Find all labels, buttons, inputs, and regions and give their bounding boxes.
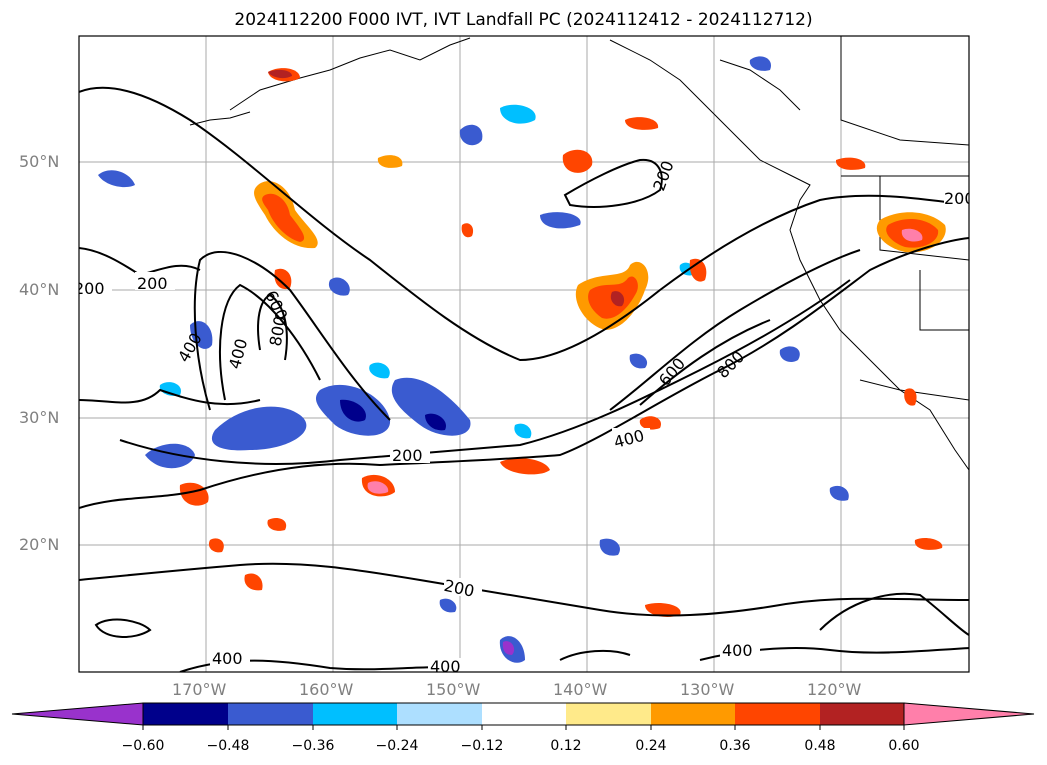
- colorbar: [11, 702, 1035, 730]
- map-title: 2024112200 F000 IVT, IVT Landfall PC (20…: [234, 10, 813, 30]
- contour-label-200: 200: [392, 446, 423, 465]
- light-negative-patches: [159, 104, 695, 439]
- contour-label-200: 200: [74, 279, 105, 298]
- gridlines: [79, 36, 969, 672]
- contour-label-600: 600: [655, 354, 689, 390]
- contour-label-400: 400: [430, 657, 461, 676]
- ivt-contours: [79, 86, 969, 672]
- lon-label-170w: 170°W: [172, 680, 227, 699]
- contour-label-400: 400: [212, 649, 243, 668]
- contour-label-200: 200: [137, 274, 168, 293]
- lat-label-30n: 30°N: [19, 408, 60, 427]
- colorbar-tick-label: 0.24: [635, 738, 667, 754]
- contour-label-800: 800: [713, 347, 748, 382]
- positive-anomaly-patches: [179, 68, 946, 617]
- colorbar-tick-label: 0.36: [719, 738, 751, 754]
- lon-label-160w: 160°W: [299, 680, 354, 699]
- colorbar-extend-high: [903, 702, 1035, 726]
- lon-label-140w: 140°W: [553, 680, 608, 699]
- lon-label-130w: 130°W: [680, 680, 735, 699]
- lat-label-20n: 20°N: [19, 535, 60, 554]
- lat-label-40n: 40°N: [19, 280, 60, 299]
- contour-label-400: 400: [225, 337, 251, 371]
- colorbar-tick-label: 0.48: [804, 738, 836, 754]
- map-frame: [78, 35, 970, 673]
- colorbar-tick-label: −0.24: [375, 738, 419, 754]
- colorbar-tick-label: −0.60: [121, 738, 165, 754]
- colorbar-tick-label: −0.48: [206, 738, 250, 754]
- colorbar-tick-label: −0.36: [291, 738, 335, 754]
- colorbar-tick-label: 0.60: [888, 738, 920, 754]
- lon-label-120w: 120°W: [807, 680, 862, 699]
- colorbar-tick-label: 0.12: [550, 738, 582, 754]
- contour-label-200: 200: [944, 189, 975, 208]
- lon-label-150w: 150°W: [426, 680, 481, 699]
- colorbar-extend-low: [11, 702, 144, 726]
- coastlines: [189, 36, 969, 471]
- contour-label-400: 400: [722, 641, 753, 660]
- colorbar-tick-label: −0.12: [460, 738, 504, 754]
- map-area: 200 200 200 200 200 200 400 400 400 400 …: [74, 36, 975, 676]
- lat-label-50n: 50°N: [19, 152, 60, 171]
